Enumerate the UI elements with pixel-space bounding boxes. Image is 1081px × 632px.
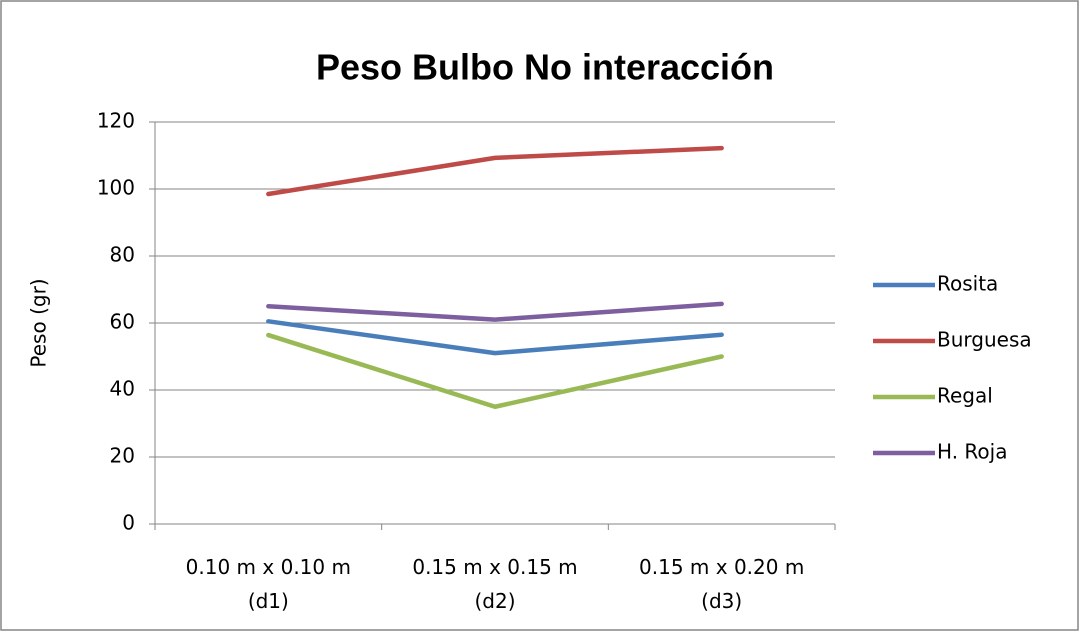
x-tick-label-line: (d2): [474, 589, 515, 613]
legend-label: Burguesa: [937, 328, 1032, 352]
y-tick-label: 120: [97, 109, 135, 133]
y-tick-label: 0: [122, 511, 135, 535]
legend-label: H. Roja: [937, 440, 1007, 464]
series-line: [266, 301, 724, 322]
legend-label: Regal: [937, 384, 993, 408]
x-tick-label-line: 0.10 m x 0.10 m: [186, 555, 351, 579]
y-tick-label: 40: [110, 377, 135, 401]
y-tick-label: 20: [110, 444, 135, 468]
series-line: [266, 145, 724, 197]
x-tick-label-line: 0.15 m x 0.20 m: [639, 555, 804, 579]
series-line: [266, 319, 724, 356]
x-tick-label-line: (d1): [248, 589, 289, 613]
y-tick-label: 100: [97, 176, 135, 200]
x-tick-label-line: 0.15 m x 0.15 m: [412, 555, 577, 579]
x-tick-label: 0.15 m x 0.20 m (d3): [639, 555, 804, 613]
x-tick-label: 0.15 m x 0.15 m (d2): [412, 555, 577, 613]
chart-title: Peso Bulbo No interacción: [316, 47, 774, 88]
x-tick-label-line: (d3): [701, 589, 742, 613]
x-tick-label: 0.10 m x 0.10 m (d1): [186, 555, 351, 613]
y-tick-label: 60: [110, 310, 135, 334]
y-axis-label: Peso (gr): [27, 278, 51, 367]
series-line: [266, 332, 724, 409]
legend-label: Rosita: [937, 272, 998, 296]
y-tick-label: 80: [110, 243, 135, 267]
